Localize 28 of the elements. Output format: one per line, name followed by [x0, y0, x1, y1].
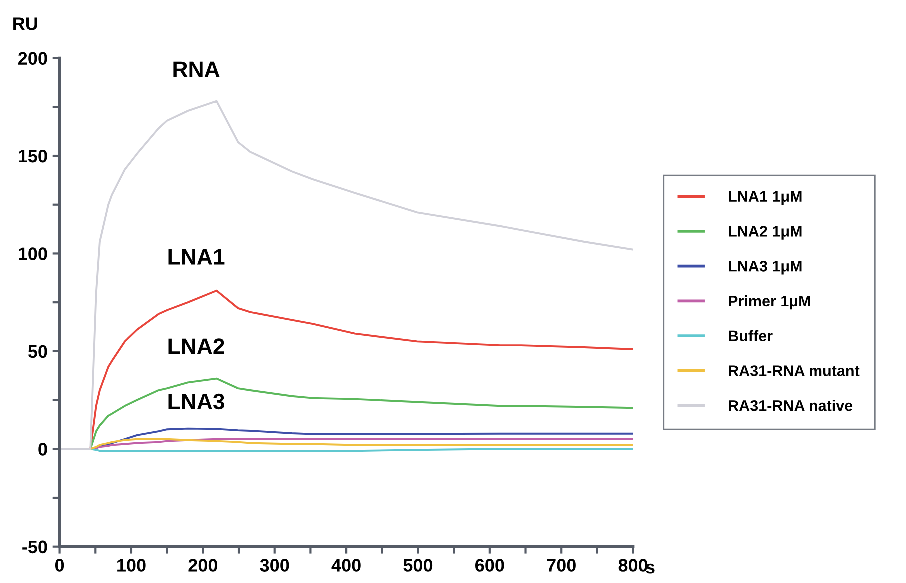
legend-label: Buffer — [729, 330, 773, 342]
x-tick-label: 300 — [260, 559, 290, 572]
x-tick-label: 600 — [476, 559, 504, 572]
annotation: LNA3 — [168, 394, 224, 410]
legend-label: LNA1 1μM — [729, 191, 802, 206]
x-tick-label: 400 — [332, 559, 361, 572]
annotation: RNA — [174, 62, 220, 78]
y-tick-label: 150 — [19, 150, 48, 163]
y-tick-label: 50 — [28, 345, 48, 358]
legend-label: Primer 1μM — [729, 295, 810, 310]
legend-label: RA31-RNA native — [729, 400, 853, 412]
y-tick-label: 0 — [38, 443, 48, 456]
legend-label: LNA2 1μM — [729, 226, 802, 240]
x-tick-label: 500 — [404, 559, 433, 572]
y-axis-title: RU — [14, 18, 38, 30]
y-tick-label: -50 — [22, 540, 48, 554]
x-tick-label: 100 — [118, 559, 146, 572]
legend-label: RA31-RNA mutant — [729, 366, 860, 376]
y-tick-label: 100 — [19, 248, 48, 260]
annotation: LNA2 — [168, 338, 224, 354]
x-tick-label: 0 — [55, 559, 64, 572]
y-tick-label: 200 — [18, 52, 48, 66]
annotation: LNA1 — [168, 249, 225, 265]
x-tick-label: 200 — [188, 559, 218, 572]
x-tick-label: 700 — [547, 559, 576, 572]
line-series — [60, 100, 634, 450]
legend-label: LNA3 1μM — [729, 260, 802, 275]
x-tick-label: 800 — [618, 559, 648, 572]
